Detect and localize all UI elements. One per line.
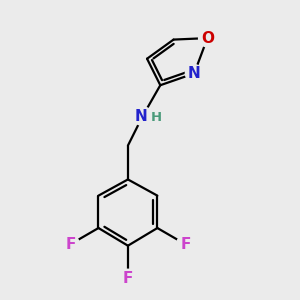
Text: F: F — [65, 237, 76, 252]
Text: N: N — [135, 109, 148, 124]
Circle shape — [199, 29, 216, 47]
Text: O: O — [201, 31, 214, 46]
Circle shape — [62, 236, 79, 253]
Text: F: F — [180, 237, 190, 252]
Circle shape — [119, 269, 137, 287]
Circle shape — [185, 64, 203, 82]
Text: N: N — [188, 66, 200, 81]
Circle shape — [133, 107, 152, 126]
Text: H: H — [151, 111, 162, 124]
Circle shape — [176, 236, 194, 253]
Text: F: F — [123, 271, 133, 286]
